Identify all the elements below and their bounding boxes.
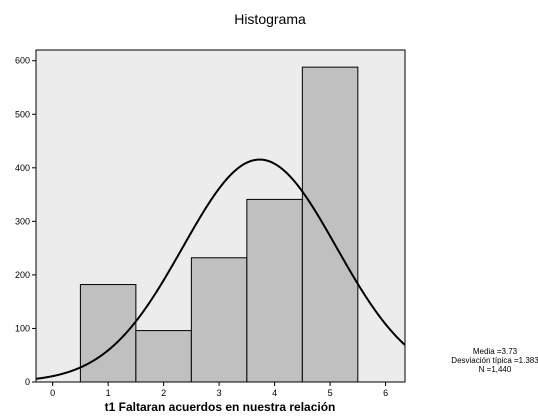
histogram-bar	[301, 66, 359, 383]
x-axis-label: t1 Faltaran acuerdos en nuestra relación	[105, 400, 336, 414]
x-tick-label: 3	[217, 388, 222, 398]
y-tick-label: 400	[15, 163, 30, 173]
x-tick-label: 2	[161, 388, 166, 398]
chart-title: Histograma	[234, 11, 306, 27]
histogram-bar	[190, 257, 248, 383]
stat-mean: Media =3.73	[473, 347, 518, 356]
histogram-bar	[246, 198, 303, 383]
stat-n: N =1,440	[479, 365, 512, 374]
x-tick-label: 0	[50, 388, 55, 398]
y-tick-label: 500	[15, 109, 30, 119]
stat-std-dev: Desviación típica =1.383	[451, 356, 538, 365]
x-tick-label: 4	[272, 388, 277, 398]
normal-curve	[35, 158, 406, 380]
histogram-bar	[79, 284, 137, 383]
y-tick-label: 300	[15, 216, 30, 226]
histogram-bar	[135, 330, 192, 383]
x-tick-label: 5	[328, 388, 333, 398]
x-tick-label: 6	[383, 388, 388, 398]
x-tick-label: 1	[106, 388, 111, 398]
plot-area: 0 100 200 300 400 500 600 0 1 2 3 4 5 6	[15, 49, 406, 398]
y-tick-label: 100	[15, 323, 30, 333]
y-tick-label: 0	[25, 377, 30, 387]
y-tick-label: 600	[15, 56, 30, 66]
stats-box: Media =3.73 Desviación típica =1.383 N =…	[451, 347, 538, 374]
y-tick-label: 200	[15, 270, 30, 280]
